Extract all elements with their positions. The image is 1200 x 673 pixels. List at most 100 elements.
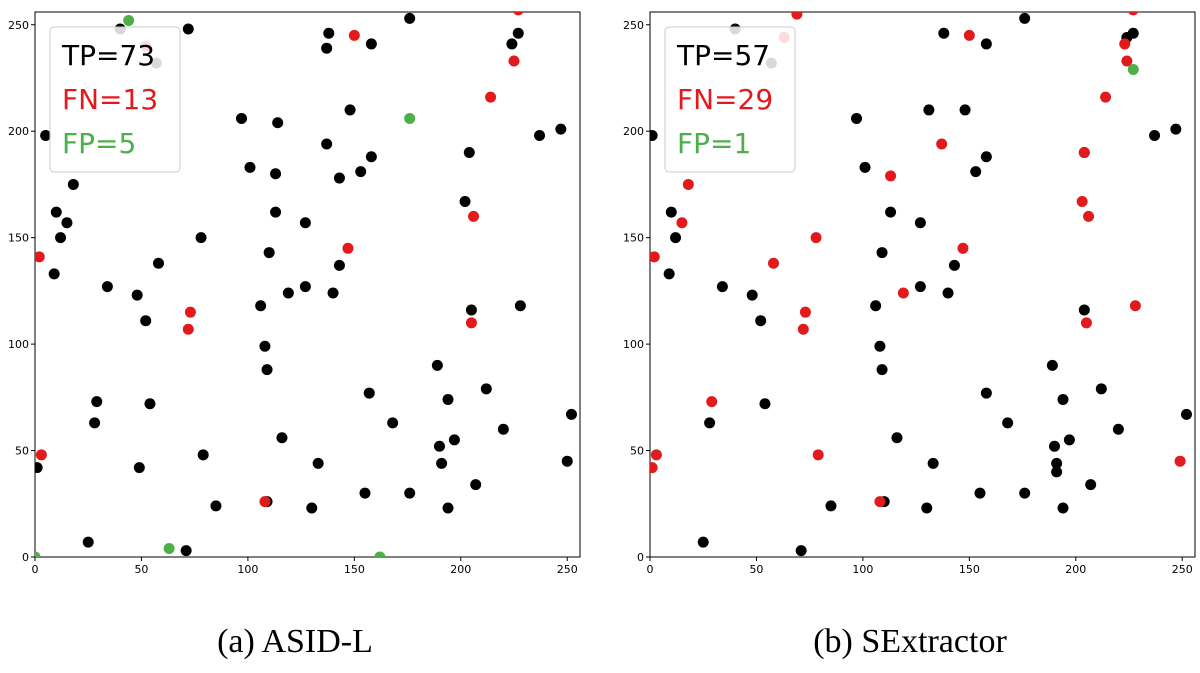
tp-point [480,383,492,395]
tp-point [1019,12,1031,24]
tp-point [870,300,882,312]
tp-point [974,487,986,499]
y-tick-label: 150 [623,232,644,245]
tp-point [299,281,311,293]
tp-point [442,393,454,405]
tp-point [197,449,209,461]
fn-point [767,257,779,269]
fn-point [1128,12,1139,16]
y-tick-label: 50 [630,445,644,458]
fn-point [650,251,660,263]
fn-point [1076,195,1088,207]
tp-point [948,259,960,271]
tp-point [323,27,335,39]
tp-point [365,151,377,163]
tp-point [565,408,577,420]
fn-point [963,29,975,41]
tp-point [650,129,658,141]
x-tick-label: 200 [1065,563,1086,576]
tp-point [82,536,94,548]
tp-point [1095,383,1107,395]
tp-point [1149,129,1161,141]
fn-point [508,55,520,67]
legend-entry: FN=13 [62,83,158,116]
tp-point [825,500,837,512]
tp-point [436,457,448,469]
fn-point [885,170,897,182]
tp-point [1002,417,1014,429]
fn-point [348,29,360,41]
fn-point [35,251,45,263]
tp-point [327,287,339,299]
fp-point [123,15,135,27]
tp-point [1019,487,1031,499]
legend-entry: FP=5 [62,127,136,160]
tp-point [942,287,954,299]
fp-point [404,112,416,124]
tp-point [1057,502,1069,514]
fn-point [799,306,811,318]
tp-point [91,396,103,408]
tp-point [704,417,716,429]
tp-point [299,217,311,229]
tp-point [506,38,518,50]
fn-point [1080,317,1092,329]
tp-point [195,232,207,244]
x-tick-label: 50 [134,563,148,576]
tp-point [697,536,709,548]
tp-point [387,417,399,429]
tp-point [885,206,897,218]
tp-point [404,487,416,499]
tp-point [512,27,524,39]
tp-point [1048,440,1060,452]
tp-point [716,281,728,293]
y-tick-label: 200 [8,125,29,138]
fn-point [682,178,694,190]
fn-point [957,242,969,254]
fn-point [812,449,824,461]
fn-point [182,323,194,335]
fn-point [184,306,196,318]
tp-point [891,432,903,444]
tp-point [463,147,475,159]
tp-point [272,117,284,129]
tp-point [980,151,992,163]
tp-point [914,281,926,293]
tp-point [927,457,939,469]
tp-point [344,104,356,116]
panel-caption: (a) ASID-L [217,623,373,660]
x-tick-label: 50 [749,563,763,576]
fn-point [1100,91,1112,103]
tp-point [259,340,271,352]
fp-point [35,551,41,557]
tp-point [355,166,367,178]
tp-point [1046,359,1058,371]
fn-point [465,317,477,329]
y-tick-label: 150 [8,232,29,245]
x-tick-label: 0 [647,563,654,576]
tp-point [35,462,43,474]
tp-point [40,129,52,141]
x-tick-label: 0 [32,563,39,576]
tp-point [236,112,248,124]
tp-point [433,440,445,452]
tp-point [131,289,143,301]
x-tick-label: 200 [450,563,471,576]
tp-point [980,38,992,50]
x-tick-label: 150 [959,563,980,576]
fn-point [35,449,47,461]
tp-point [67,178,79,190]
x-tick-label: 150 [344,563,365,576]
tp-point [263,247,275,259]
fn-point [513,12,524,16]
fn-point [897,287,909,299]
tp-point [152,257,164,269]
fn-point [485,91,497,103]
x-tick-label: 100 [237,563,258,576]
tp-point [101,281,113,293]
x-tick-label: 250 [1172,563,1193,576]
x-tick-label: 250 [557,563,578,576]
fn-point [342,242,354,254]
tp-point [561,455,573,467]
